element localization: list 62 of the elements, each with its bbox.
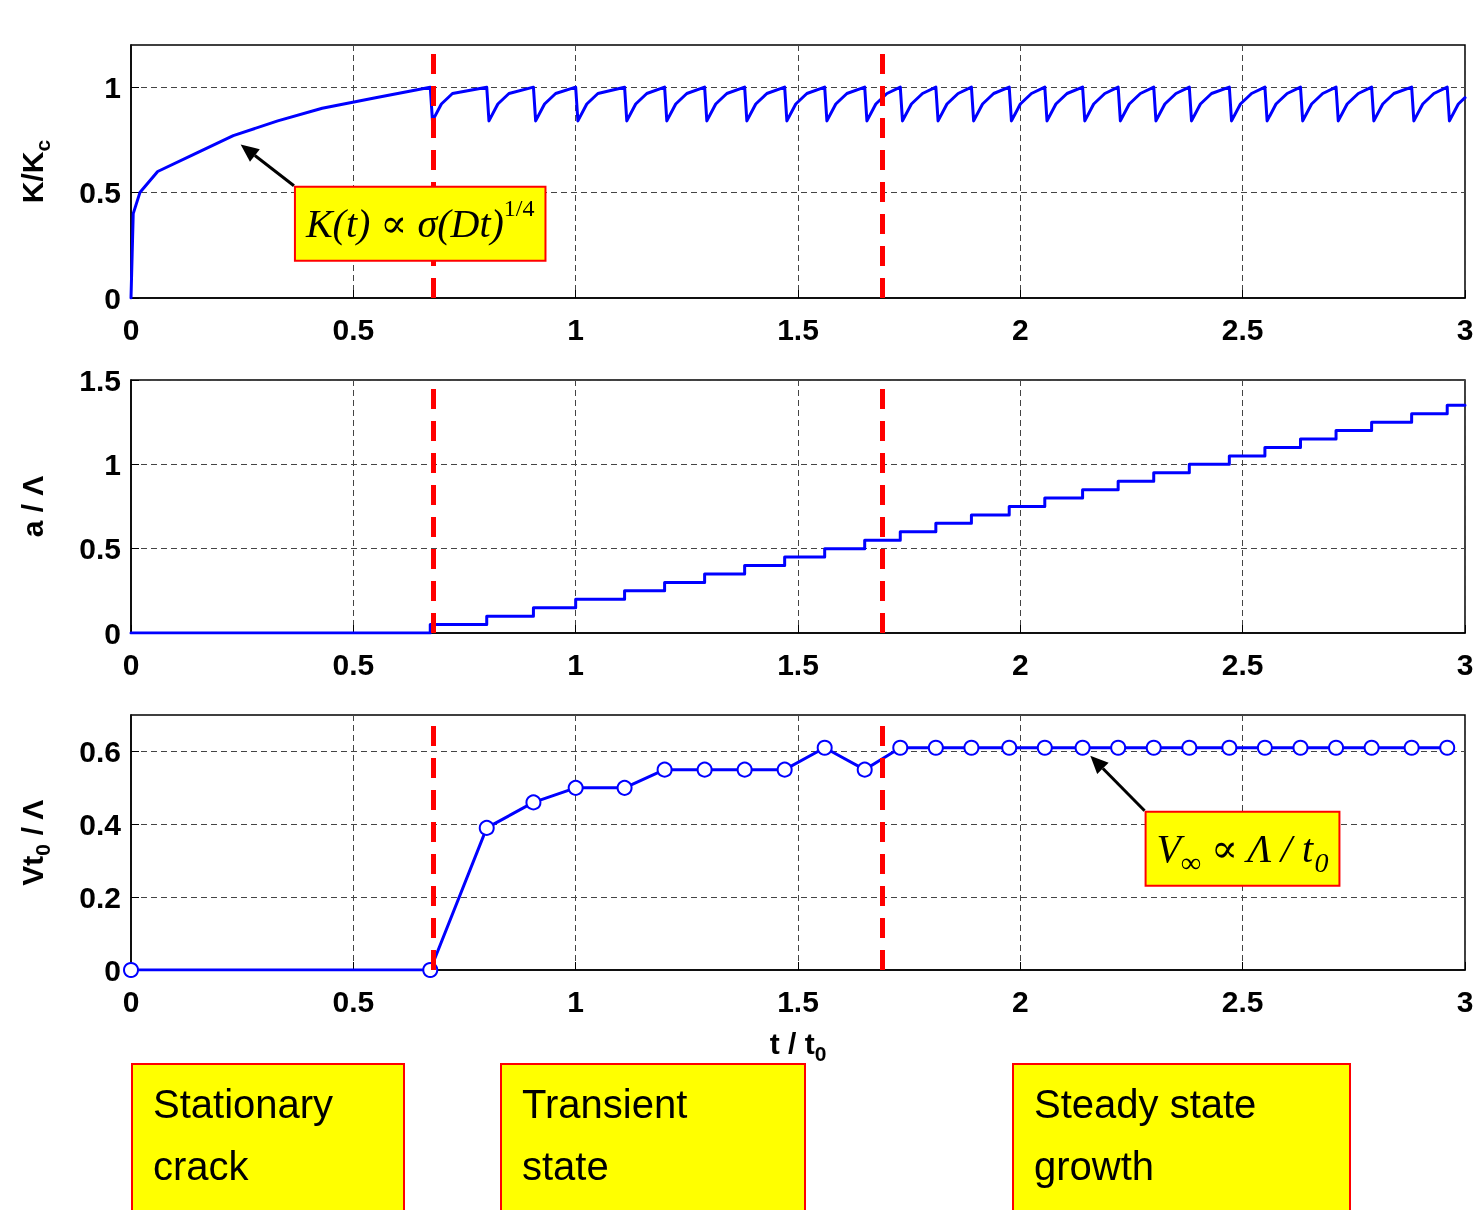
- x-tick-label: 3: [1456, 312, 1474, 346]
- point: [736, 761, 753, 778]
- point: [927, 739, 944, 756]
- point: [856, 761, 873, 778]
- y-tick-label: 0: [104, 953, 121, 987]
- x-tick-label: 1.5: [777, 312, 819, 346]
- y-tick-label: 0.5: [79, 532, 121, 566]
- point: [1001, 739, 1018, 756]
- x-tick-label: 0.5: [332, 647, 375, 681]
- text: Steady state growth: [1034, 1082, 1268, 1188]
- x-tick-label: 3: [1456, 647, 1474, 681]
- point: [616, 779, 633, 796]
- point: [525, 794, 542, 811]
- point: [696, 761, 713, 778]
- point: [478, 819, 495, 836]
- point: [123, 962, 139, 978]
- point: [816, 739, 833, 756]
- point: [1221, 739, 1238, 756]
- x-tick-label: 1.5: [777, 647, 819, 681]
- x-tick-label: 2: [1011, 647, 1029, 681]
- y-axis-title: a / Λ: [15, 475, 49, 538]
- x-tick-label: 1.5: [777, 984, 819, 1018]
- x-tick-label: 2.5: [1221, 984, 1264, 1018]
- point: [1181, 739, 1198, 756]
- x-tick-label: 0.5: [332, 984, 375, 1018]
- x-tick-label: 2: [1011, 984, 1029, 1018]
- y-axis-title: K/Kc: [15, 139, 54, 204]
- x-tick-label: 2.5: [1221, 647, 1264, 681]
- point: [1403, 739, 1420, 756]
- point: [1439, 739, 1456, 756]
- text: Transient state: [522, 1082, 699, 1188]
- point: [1363, 739, 1380, 756]
- y-tick-label: 0.2: [79, 880, 121, 914]
- y-tick-label: 1.5: [79, 363, 121, 397]
- point: [1074, 739, 1091, 756]
- y-tick-label: 0: [104, 281, 121, 315]
- point: [1292, 739, 1309, 756]
- y-tick-label: 0.4: [79, 807, 122, 841]
- point: [656, 761, 673, 778]
- y-axis-title: Vt0 / Λ: [15, 799, 54, 886]
- point: [1328, 739, 1345, 756]
- text: Stationary crack: [153, 1082, 345, 1188]
- y-tick-label: 1: [104, 70, 121, 104]
- point: [567, 779, 584, 796]
- x-tick-label: 1: [567, 647, 585, 681]
- point: [892, 739, 909, 756]
- x-tick-label: 2: [1011, 312, 1029, 346]
- x-tick-label: 1: [567, 312, 585, 346]
- point: [1110, 739, 1127, 756]
- y-tick-label: 0.5: [79, 176, 121, 210]
- point: [963, 739, 980, 756]
- point: [1145, 739, 1162, 756]
- point: [776, 761, 793, 778]
- y-tick-label: 0.6: [79, 734, 121, 768]
- x-tick-label: 3: [1456, 984, 1474, 1018]
- x-tick-label: 0.5: [332, 312, 375, 346]
- x-tick-label: 2.5: [1221, 312, 1264, 346]
- y-tick-label: 0: [104, 616, 121, 650]
- point: [1036, 739, 1053, 756]
- y-tick-label: 1: [104, 447, 121, 481]
- point: [1256, 739, 1273, 756]
- x-tick-label: 1: [567, 984, 585, 1018]
